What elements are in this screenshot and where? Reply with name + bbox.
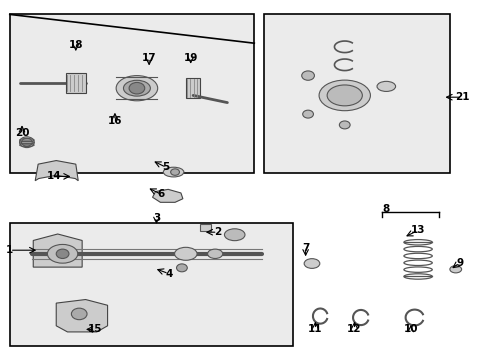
- Text: 5: 5: [163, 162, 169, 172]
- Text: 4: 4: [164, 269, 172, 279]
- Bar: [200, 224, 210, 231]
- Polygon shape: [152, 189, 183, 202]
- Text: 6: 6: [158, 189, 164, 199]
- Text: 18: 18: [68, 40, 83, 50]
- FancyBboxPatch shape: [10, 14, 254, 173]
- Ellipse shape: [174, 247, 197, 260]
- Polygon shape: [56, 300, 107, 332]
- Circle shape: [302, 110, 313, 118]
- Text: 15: 15: [88, 324, 102, 334]
- Ellipse shape: [319, 80, 370, 111]
- Text: 17: 17: [142, 53, 156, 63]
- Circle shape: [176, 264, 187, 272]
- Ellipse shape: [449, 266, 461, 273]
- Ellipse shape: [224, 229, 244, 241]
- Bar: [186, 78, 200, 98]
- Text: 20: 20: [15, 128, 29, 138]
- Text: 9: 9: [455, 258, 462, 268]
- Text: 16: 16: [107, 116, 122, 126]
- Ellipse shape: [47, 244, 78, 263]
- Text: 14: 14: [46, 171, 61, 181]
- Ellipse shape: [376, 81, 395, 91]
- Text: 21: 21: [454, 92, 468, 102]
- Polygon shape: [33, 234, 82, 267]
- Ellipse shape: [116, 76, 157, 101]
- Circle shape: [56, 249, 69, 258]
- Ellipse shape: [163, 167, 183, 177]
- Ellipse shape: [326, 85, 362, 106]
- Bar: [66, 73, 85, 93]
- Text: 2: 2: [214, 227, 221, 237]
- Text: 19: 19: [183, 53, 198, 63]
- Ellipse shape: [304, 258, 319, 269]
- Text: 7: 7: [301, 243, 309, 253]
- FancyBboxPatch shape: [10, 223, 293, 346]
- Circle shape: [339, 121, 349, 129]
- Text: 12: 12: [346, 324, 361, 334]
- Text: 13: 13: [410, 225, 425, 235]
- Polygon shape: [35, 161, 78, 181]
- Text: 11: 11: [307, 324, 322, 334]
- Text: 3: 3: [153, 213, 160, 223]
- Text: 10: 10: [403, 324, 417, 334]
- Ellipse shape: [20, 137, 34, 148]
- Text: 8: 8: [382, 204, 389, 214]
- Circle shape: [129, 82, 144, 94]
- Text: 1: 1: [6, 245, 13, 255]
- Circle shape: [170, 169, 179, 175]
- Circle shape: [301, 71, 314, 80]
- Ellipse shape: [207, 249, 222, 258]
- FancyBboxPatch shape: [264, 14, 449, 173]
- Circle shape: [21, 138, 32, 146]
- Ellipse shape: [123, 80, 150, 96]
- Circle shape: [71, 308, 87, 320]
